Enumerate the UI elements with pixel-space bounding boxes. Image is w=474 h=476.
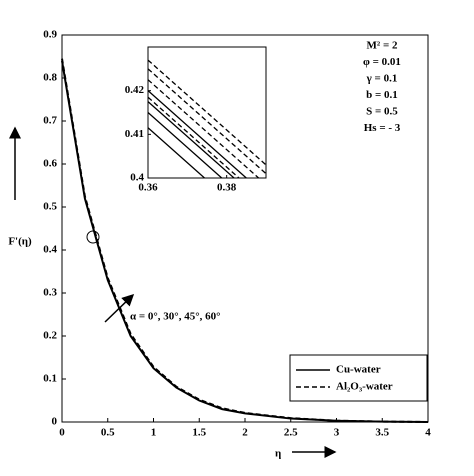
inset-frame [147,46,267,179]
y-tick-label: 0.9 [43,29,57,41]
annotation: Hs = - 3 [364,122,401,134]
annotation: γ = 0.1 [366,73,398,85]
annotation: φ = 0.01 [363,56,401,68]
legend-label: Cu-water [336,364,381,376]
inset-y-tick-label: 0.4 [130,172,144,184]
inset-line [148,79,260,178]
annotation: S = 0.5 [366,106,398,118]
inset-line [148,96,240,178]
y-tick-label: 0.4 [43,244,57,256]
y-tick-label: 0.8 [43,72,57,84]
legend [289,354,428,402]
y-tick-label: 0.7 [43,115,57,127]
y-tick-label: 0 [52,416,58,428]
inset-y-tick-label: 0.41 [125,128,144,140]
inset-line [148,68,266,175]
curve [61,58,429,423]
x-tick-label: 1 [151,427,157,439]
x-tick-label: 0 [59,427,65,439]
x-label: η [275,448,281,460]
inset-line [148,101,236,178]
inset-line [148,90,248,178]
y-tick-label: 0.2 [43,330,57,342]
y-tick-label: 0.6 [43,158,57,170]
y-tick-label: 0.5 [43,201,57,213]
x-tick-label: 2 [242,427,248,439]
annotation: M² = 2 [367,40,398,52]
inset-line [148,59,266,166]
x-tick-label: 4 [425,427,431,439]
y-tick-label: 0.3 [43,287,57,299]
x-tick-label: 1.5 [192,427,206,439]
x-tick-label: 3.5 [375,427,389,439]
annotation: b = 0.1 [366,89,398,101]
inset-line [148,127,206,178]
inset-x-tick-label: 0.38 [217,182,237,194]
x-tick-label: 0.5 [101,427,115,439]
arrow-label: α = 0°, 30°, 45°, 60° [130,311,221,323]
x-tick-label: 3 [334,427,340,439]
y-tick-label: 0.1 [43,373,57,385]
y-label: F'(η) [8,236,32,248]
inset-line [148,112,223,178]
legend-label: Al₂O₃-water [336,381,393,393]
inset-y-tick-label: 0.42 [125,84,145,96]
x-tick-label: 2.5 [284,427,298,439]
inset-x-tick-label: 0.36 [138,182,158,194]
